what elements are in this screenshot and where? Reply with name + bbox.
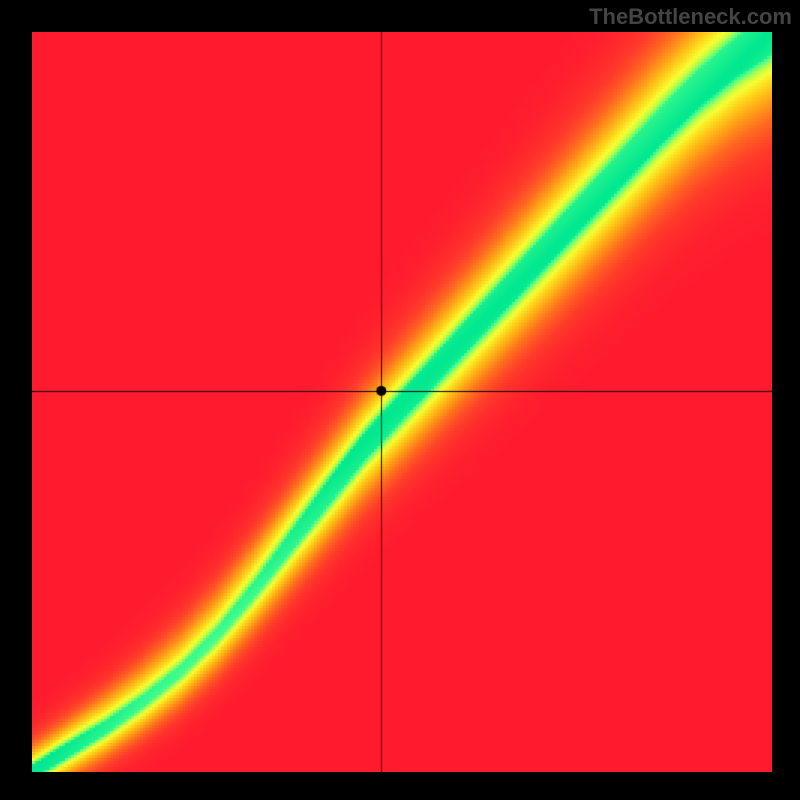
bottleneck-heatmap — [32, 32, 772, 772]
watermark-text: TheBottleneck.com — [589, 4, 792, 30]
chart-container: TheBottleneck.com — [0, 0, 800, 800]
